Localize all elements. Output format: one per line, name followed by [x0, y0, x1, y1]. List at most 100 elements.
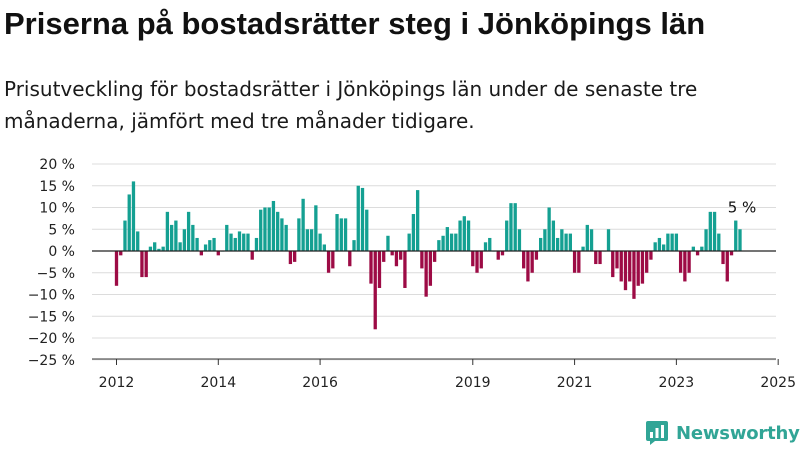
y-tick-label: −20 % [28, 331, 75, 347]
bar [288, 251, 293, 265]
bar [471, 251, 475, 267]
bar [114, 251, 119, 286]
bar [284, 224, 288, 251]
bar [437, 240, 441, 252]
x-tick-label: 2016 [302, 375, 338, 391]
bar [195, 237, 199, 251]
bar [123, 220, 127, 251]
bar [178, 242, 182, 251]
newsworthy-logo: Newsworthy [645, 418, 800, 448]
bar [157, 248, 161, 251]
bar [314, 205, 318, 251]
bar [208, 240, 212, 252]
bar [708, 211, 712, 251]
bar [729, 251, 734, 256]
bar [513, 203, 517, 251]
bar [564, 233, 568, 251]
y-tick-label: −25 % [28, 353, 75, 369]
bar [488, 237, 492, 251]
y-tick-label: 20 % [39, 157, 75, 173]
bar [543, 229, 547, 251]
bar [127, 194, 131, 251]
bar [420, 251, 424, 269]
bar [568, 233, 572, 251]
bar [479, 251, 483, 269]
bar [250, 251, 254, 260]
brand-name: Newsworthy [676, 422, 800, 444]
bar [534, 251, 539, 260]
bar [678, 251, 683, 273]
bar [449, 233, 454, 251]
bar [454, 233, 458, 251]
bar [246, 233, 250, 251]
x-tick-label: 2023 [659, 375, 695, 391]
bar [500, 251, 505, 256]
bar [271, 200, 276, 251]
bar [687, 251, 691, 273]
bar [704, 229, 708, 251]
bar [619, 251, 623, 282]
y-tick-label: −10 % [28, 288, 75, 304]
bar [390, 251, 394, 256]
bar [297, 218, 301, 252]
bar [233, 237, 237, 251]
bar [657, 237, 662, 251]
bar [140, 251, 144, 278]
bar [572, 251, 577, 273]
bar [615, 251, 619, 269]
bar [598, 251, 602, 265]
bar [717, 233, 721, 251]
bar [352, 240, 356, 252]
bar [263, 207, 267, 251]
bar [182, 229, 187, 251]
bar [662, 244, 666, 251]
bar [259, 209, 263, 251]
bar [377, 251, 382, 288]
y-tick-label: 0 % [48, 244, 75, 260]
bar [399, 251, 403, 260]
bar [674, 233, 679, 251]
bar [229, 233, 233, 251]
bar [594, 251, 598, 265]
bar [695, 251, 700, 256]
y-axis-labels: 20 % 15 % 10 % 5 % 0 % −5 % −10 % −15 % −20 % −25… [28, 157, 75, 369]
bar [335, 214, 339, 251]
bar [700, 246, 704, 251]
bar [517, 229, 522, 251]
bar [292, 251, 297, 262]
bar [199, 251, 203, 256]
bar [331, 251, 335, 269]
bar [475, 251, 479, 273]
bar [360, 187, 365, 251]
bar [509, 203, 513, 251]
x-tick-label: 2014 [200, 375, 236, 391]
bar [666, 233, 670, 251]
bar [721, 251, 725, 265]
bar [191, 224, 195, 251]
bar [403, 251, 407, 288]
bar [585, 224, 589, 251]
bar [539, 237, 543, 251]
bar [530, 251, 534, 273]
bar [432, 251, 437, 262]
newsworthy-icon [646, 421, 668, 445]
bar [382, 251, 386, 262]
bar [551, 220, 556, 251]
bar [369, 251, 373, 284]
bar [318, 233, 322, 251]
bar [148, 246, 153, 251]
bar [415, 190, 420, 251]
bar [339, 218, 343, 252]
bar [322, 244, 326, 251]
bar [407, 233, 411, 251]
bar [649, 251, 653, 260]
bar [373, 251, 377, 330]
bar [424, 251, 428, 297]
bar [670, 233, 674, 251]
bar [365, 209, 369, 251]
bar [577, 251, 581, 273]
bar [119, 251, 123, 256]
bar [203, 244, 208, 251]
bar [169, 224, 174, 251]
bar [242, 233, 246, 251]
